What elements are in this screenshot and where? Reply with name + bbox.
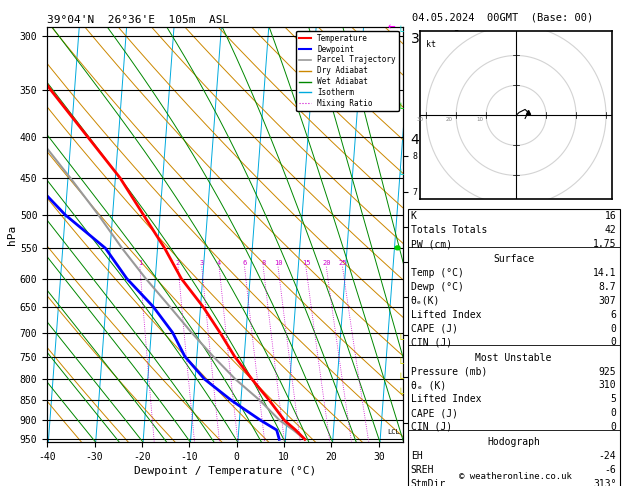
- Text: 6: 6: [242, 260, 247, 265]
- Text: PW (cm): PW (cm): [411, 239, 452, 249]
- Text: kt: kt: [426, 40, 436, 50]
- Text: 310: 310: [599, 381, 616, 390]
- Text: Lifted Index: Lifted Index: [411, 394, 481, 404]
- Text: 39°04'N  26°36'E  105m  ASL: 39°04'N 26°36'E 105m ASL: [47, 15, 230, 25]
- Text: 14.1: 14.1: [593, 268, 616, 278]
- Text: └: └: [398, 104, 403, 114]
- Text: EH: EH: [411, 451, 423, 461]
- Text: └: └: [398, 389, 403, 399]
- Text: └: └: [398, 27, 403, 36]
- Y-axis label: hPa: hPa: [7, 225, 17, 244]
- Text: -6: -6: [604, 465, 616, 475]
- Text: Surface: Surface: [493, 254, 534, 264]
- Text: 3: 3: [199, 260, 204, 265]
- Text: └: └: [398, 374, 403, 384]
- Text: Hodograph: Hodograph: [487, 437, 540, 447]
- Text: 04.05.2024  00GMT  (Base: 00): 04.05.2024 00GMT (Base: 00): [412, 12, 593, 22]
- Text: 42: 42: [604, 226, 616, 235]
- Text: 30: 30: [416, 118, 423, 122]
- Legend: Temperature, Dewpoint, Parcel Trajectory, Dry Adiabat, Wet Adiabat, Isotherm, Mi: Temperature, Dewpoint, Parcel Trajectory…: [296, 31, 399, 111]
- Text: θₑ (K): θₑ (K): [411, 381, 446, 390]
- Text: ←: ←: [387, 21, 395, 34]
- Text: 15: 15: [302, 260, 310, 265]
- Text: 0: 0: [611, 337, 616, 347]
- Text: 20: 20: [446, 118, 453, 122]
- Text: Totals Totals: Totals Totals: [411, 226, 487, 235]
- Text: 16: 16: [604, 211, 616, 222]
- Text: 0: 0: [611, 324, 616, 333]
- Text: -24: -24: [599, 451, 616, 461]
- Text: 6: 6: [611, 310, 616, 320]
- Text: CAPE (J): CAPE (J): [411, 324, 458, 333]
- Text: 925: 925: [599, 366, 616, 377]
- Text: 307: 307: [599, 296, 616, 306]
- Text: 4: 4: [217, 260, 221, 265]
- Text: 10: 10: [476, 118, 483, 122]
- Text: └: └: [398, 335, 403, 345]
- Text: K: K: [411, 211, 416, 222]
- Text: 8: 8: [261, 260, 265, 265]
- Text: LCL: LCL: [387, 429, 400, 435]
- Text: 20: 20: [322, 260, 331, 265]
- Text: └: └: [398, 170, 403, 180]
- Text: 5: 5: [611, 394, 616, 404]
- Text: 0: 0: [611, 422, 616, 432]
- Text: CAPE (J): CAPE (J): [411, 408, 458, 418]
- Text: 0: 0: [611, 408, 616, 418]
- Y-axis label: km
ASL: km ASL: [466, 235, 484, 256]
- Text: 1.75: 1.75: [593, 239, 616, 249]
- Text: 8.7: 8.7: [599, 282, 616, 292]
- Text: SREH: SREH: [411, 465, 434, 475]
- Text: θₑ(K): θₑ(K): [411, 296, 440, 306]
- Text: CIN (J): CIN (J): [411, 422, 452, 432]
- Text: StmDir: StmDir: [411, 479, 446, 486]
- Text: Dewp (°C): Dewp (°C): [411, 282, 464, 292]
- Text: 1: 1: [138, 260, 142, 265]
- X-axis label: Dewpoint / Temperature (°C): Dewpoint / Temperature (°C): [134, 466, 316, 476]
- Text: Lifted Index: Lifted Index: [411, 310, 481, 320]
- Text: © weatheronline.co.uk: © weatheronline.co.uk: [459, 472, 572, 481]
- Text: Temp (°C): Temp (°C): [411, 268, 464, 278]
- Text: 313°: 313°: [593, 479, 616, 486]
- Text: 10: 10: [274, 260, 282, 265]
- Text: 25: 25: [338, 260, 347, 265]
- Text: Pressure (mb): Pressure (mb): [411, 366, 487, 377]
- Text: 2: 2: [176, 260, 181, 265]
- Text: CIN (J): CIN (J): [411, 337, 452, 347]
- Text: Most Unstable: Most Unstable: [476, 353, 552, 363]
- Text: └: └: [398, 360, 403, 369]
